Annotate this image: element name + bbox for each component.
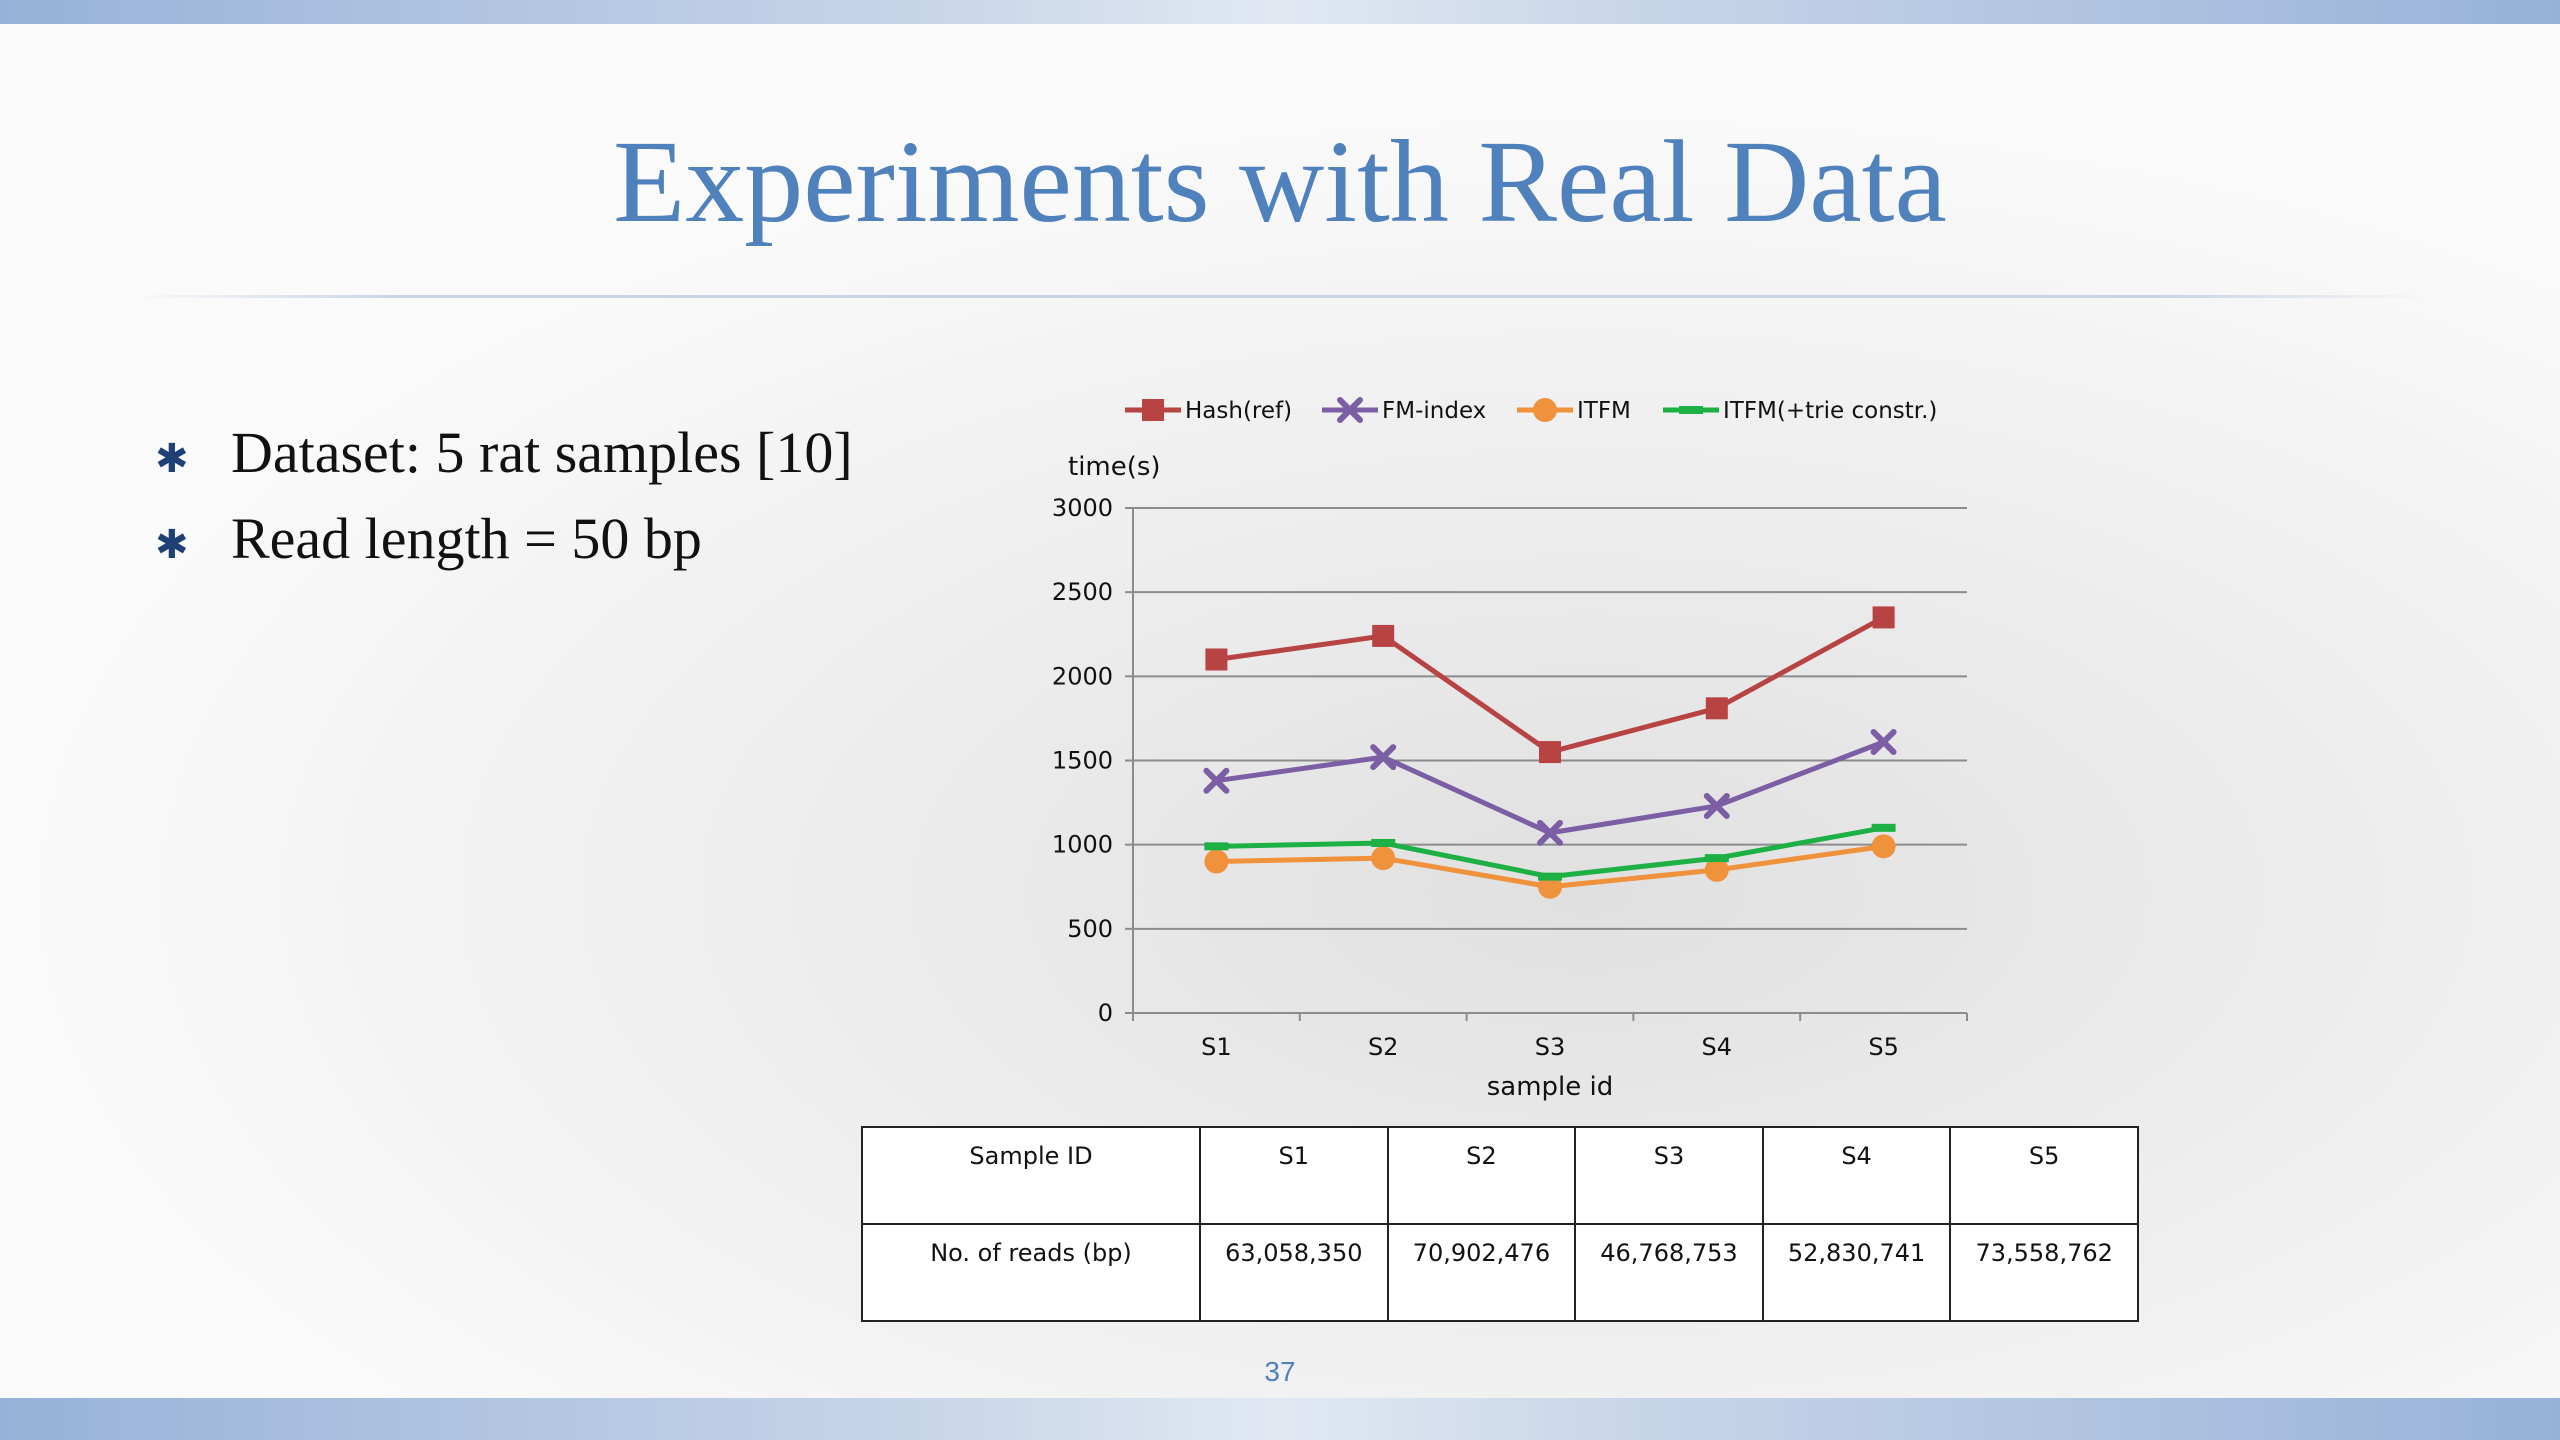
- data-point: [1371, 846, 1396, 871]
- chart-gridlines: [1133, 507, 1967, 930]
- bullet-text: Dataset: 5 rat samples [10]: [231, 420, 853, 485]
- data-point: [1533, 398, 1557, 422]
- y-tick-label: 1000: [1052, 831, 1113, 859]
- x-axis-label: sample id: [1487, 1072, 1614, 1102]
- bullet-list: ✱ Dataset: 5 rat samples [10] ✱ Read lengt…: [155, 410, 853, 582]
- line-chart: Hash(ref) FM-index ITFM ITFM(+trie constr.)…: [1052, 397, 1968, 1102]
- data-point: [1539, 741, 1561, 764]
- data-point: [1872, 606, 1895, 629]
- legend-item: ITFM(+trie constr.): [1663, 398, 1937, 424]
- table-cell: S2: [1386, 1126, 1577, 1225]
- table-header-row: Sample ID S1 S2 S3 S4 S5: [861, 1126, 2139, 1225]
- data-point: [1679, 406, 1703, 414]
- y-tick-label: 2000: [1052, 662, 1113, 690]
- slide-title: Experiments with Real Data: [613, 116, 1947, 247]
- x-tick-label: S3: [1535, 1033, 1566, 1061]
- data-point: [1705, 697, 1728, 720]
- legend-label: ITFM(+trie constr.): [1723, 398, 1937, 424]
- data-point: [1538, 872, 1562, 881]
- data-point: [1371, 838, 1396, 847]
- data-point: [1703, 792, 1730, 819]
- table-cell: Sample ID: [861, 1126, 1201, 1225]
- chart-series: [1203, 606, 1897, 899]
- table-cell: 46,768,753: [1574, 1223, 1764, 1322]
- x-tick-label: S4: [1702, 1033, 1733, 1061]
- data-point: [1870, 728, 1897, 755]
- x-tick-label: S5: [1868, 1033, 1899, 1061]
- data-point: [1538, 874, 1562, 899]
- data-point: [1337, 397, 1363, 423]
- y-tick-label: 0: [1098, 999, 1113, 1027]
- x-tick-label: S1: [1201, 1033, 1232, 1061]
- data-point: [1204, 842, 1229, 851]
- bottom-band: [0, 1398, 2560, 1440]
- table-cell: 52,830,741: [1761, 1223, 1952, 1322]
- legend-label: Hash(ref): [1185, 398, 1292, 424]
- legend-label: ITFM: [1577, 398, 1631, 424]
- title-divider: [128, 295, 2432, 298]
- data-point: [1372, 624, 1395, 647]
- data-point: [1871, 823, 1896, 832]
- legend-item: ITFM: [1517, 398, 1631, 424]
- data-point: [1704, 854, 1729, 863]
- bullet-item-dataset: ✱ Dataset: 5 rat samples [10]: [155, 410, 853, 496]
- table-cell: 73,558,762: [1949, 1223, 2139, 1322]
- x-tick-label: S2: [1368, 1033, 1399, 1061]
- y-tick-label: 2500: [1052, 578, 1113, 606]
- data-point: [1205, 648, 1228, 671]
- data-point: [1203, 767, 1230, 794]
- data-point: [1537, 819, 1563, 846]
- table-cell: 70,902,476: [1386, 1223, 1577, 1322]
- table-cell: 63,058,350: [1199, 1223, 1389, 1322]
- y-tick-label: 3000: [1052, 494, 1113, 522]
- bullet-item-read-length: ✱ Read length = 50 bp: [155, 496, 853, 582]
- chart-legend: Hash(ref) FM-index ITFM ITFM(+trie constr.): [1125, 397, 1937, 424]
- series-3: [1204, 834, 1896, 899]
- legend-item: Hash(ref): [1125, 398, 1292, 424]
- data-point: [1871, 834, 1896, 859]
- bullet-text: Read length = 50 bp: [231, 506, 702, 571]
- data-point: [1204, 849, 1229, 874]
- series-2: [1203, 728, 1897, 846]
- table-cell: S1: [1199, 1126, 1389, 1225]
- reads-table: Sample ID S1 S2 S3 S4 S5 No. of reads (b…: [861, 1126, 2139, 1322]
- data-point: [1142, 399, 1164, 421]
- y-tick-label: 1500: [1052, 747, 1113, 775]
- table-cell: S4: [1761, 1126, 1952, 1225]
- page-number: 37: [1264, 1356, 1296, 1387]
- table-cell: S3: [1574, 1126, 1764, 1225]
- table-cell: S5: [1949, 1126, 2139, 1225]
- asterisk-bullet-icon: ✱: [155, 522, 189, 568]
- y-tick-label: 500: [1067, 915, 1113, 943]
- legend-item: FM-index: [1322, 397, 1486, 424]
- series-1: [1205, 606, 1895, 764]
- y-axis-label: time(s): [1068, 452, 1161, 482]
- data-point: [1704, 857, 1729, 882]
- data-point: [1370, 744, 1397, 771]
- table-row: No. of reads (bp) 63,058,350 70,902,476 …: [861, 1223, 2139, 1322]
- series-line: [1216, 615, 1885, 755]
- series-4: [1204, 823, 1896, 881]
- top-band: [0, 0, 2560, 24]
- table-cell: No. of reads (bp): [861, 1223, 1201, 1322]
- legend-label: FM-index: [1382, 398, 1486, 424]
- asterisk-bullet-icon: ✱: [155, 436, 189, 482]
- x-axis: S1 S2 S3 S4 S5: [1132, 508, 1968, 1061]
- y-axis-ticks: 0 500 1000 1500 2000 2500 3000: [1052, 494, 1133, 1027]
